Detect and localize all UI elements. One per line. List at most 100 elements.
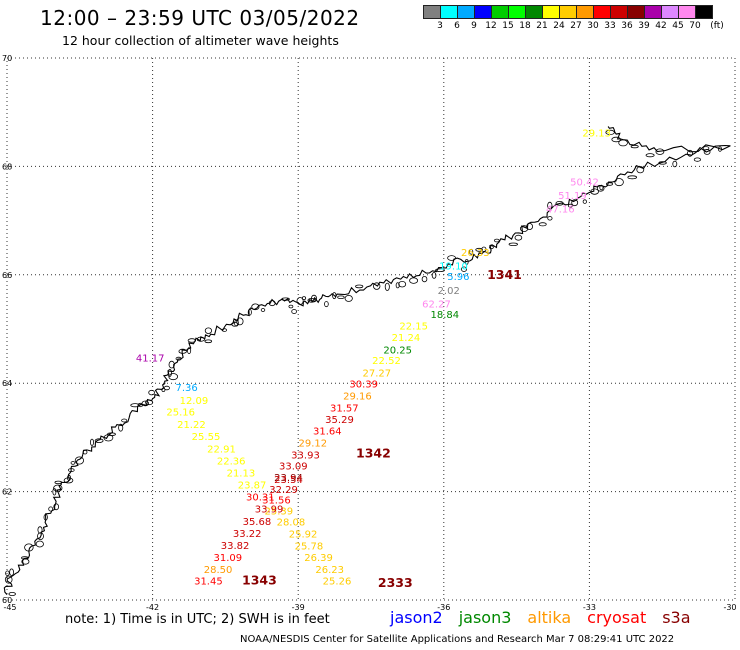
wave-height-label: 30.39 xyxy=(349,380,378,391)
island-outline xyxy=(37,526,43,534)
island-outline xyxy=(187,347,192,355)
wave-height-label: 30.31 xyxy=(246,492,275,503)
island-outline xyxy=(221,328,227,332)
island-outline xyxy=(175,356,182,361)
island-outline xyxy=(43,513,48,521)
wave-height-label: 26.33 xyxy=(461,248,490,259)
page-subtitle: 12 hour collection of altimeter wave hei… xyxy=(62,33,339,48)
island-outline xyxy=(636,166,645,174)
island-outline xyxy=(251,303,260,311)
wave-height-label: 41.17 xyxy=(136,354,165,365)
satellite-legend: jason2 jason3 altika cryosat s3a xyxy=(390,608,691,627)
legend-tick-label: 15 xyxy=(502,21,514,31)
wave-height-label: 31.09 xyxy=(213,553,242,564)
coastline-path xyxy=(3,126,731,595)
wave-height-label: 32.29 xyxy=(269,485,298,496)
y-tick-label: 60 xyxy=(2,596,12,605)
island-outline xyxy=(268,300,276,307)
island-outline xyxy=(718,146,723,152)
pass-number-label: 1341 xyxy=(487,267,522,282)
island-outline xyxy=(296,297,304,305)
wave-height-label: 31.45 xyxy=(194,576,223,587)
island-outline xyxy=(571,199,579,207)
island-outline xyxy=(53,484,63,492)
island-outline xyxy=(645,153,655,158)
legend-swatch xyxy=(695,5,713,19)
island-outline xyxy=(68,468,75,473)
x-tick-label: -33 xyxy=(583,603,596,612)
island-outline xyxy=(599,184,604,191)
x-tick-label: -39 xyxy=(292,603,305,612)
legend-swatches xyxy=(423,5,713,19)
island-outline xyxy=(247,308,252,316)
y-tick-label: 64 xyxy=(2,379,12,388)
island-outline xyxy=(519,225,529,232)
island-outline xyxy=(130,403,140,408)
x-tick-label: -30 xyxy=(723,603,736,612)
wave-height-label: 31.57 xyxy=(330,403,359,414)
island-outline xyxy=(337,295,345,299)
island-outline xyxy=(103,434,114,442)
satellite-label: s3a xyxy=(662,608,691,627)
wave-height-label: 22.52 xyxy=(372,356,401,367)
wave-height-label: 23.87 xyxy=(238,480,267,491)
wave-height-label: 29.12 xyxy=(298,439,327,450)
legend-tick-label: 39 xyxy=(638,21,650,31)
legend-tick-label: 70 xyxy=(689,21,701,31)
pass-number-label: 2333 xyxy=(378,575,413,590)
island-outline xyxy=(693,157,702,162)
wave-height-label: 25.78 xyxy=(295,542,324,553)
island-outline xyxy=(582,199,587,204)
island-outline xyxy=(5,570,10,576)
island-outline xyxy=(54,480,63,485)
island-outline xyxy=(618,139,628,147)
x-tick-label: -36 xyxy=(437,603,450,612)
island-outline xyxy=(168,360,175,369)
map-frame xyxy=(6,57,736,601)
map-border xyxy=(6,57,736,601)
island-outline xyxy=(469,248,474,255)
pass-number-label: 1342 xyxy=(356,446,391,461)
wave-height-label: 31.56 xyxy=(262,496,291,507)
island-outline xyxy=(53,503,59,511)
island-outline xyxy=(606,182,614,186)
wave-height-label: 62.27 xyxy=(422,299,451,310)
island-outline xyxy=(488,245,494,250)
wave-height-label: 25.26 xyxy=(323,576,352,587)
island-outline xyxy=(145,399,154,406)
island-outline xyxy=(447,255,457,261)
island-outline xyxy=(702,146,710,151)
island-outline xyxy=(514,234,523,241)
y-tick-label: 68 xyxy=(2,162,12,171)
wave-height-label: 12.09 xyxy=(180,396,209,407)
island-outline xyxy=(63,477,74,484)
island-outline xyxy=(121,418,128,423)
island-outline xyxy=(395,282,400,289)
page-title: 12:00 – 23:59 UTC 03/05/2022 xyxy=(40,6,360,30)
wave-height-label: 31.64 xyxy=(313,427,342,438)
island-outline xyxy=(21,558,30,565)
wave-height-label: 5.96 xyxy=(447,272,469,283)
island-outline xyxy=(281,297,290,301)
color-legend: 3 6 9 12 15 18 21 24 27 30 33 36 39 42 45 70 (ft) xyxy=(423,5,724,33)
legend-tick-label: 21 xyxy=(536,21,548,31)
greenland-coastline xyxy=(3,126,731,597)
island-outline xyxy=(187,338,197,343)
island-outline xyxy=(398,281,407,288)
island-outline xyxy=(52,488,57,496)
island-outline xyxy=(605,129,615,135)
wave-height-label: 23.54 xyxy=(274,475,303,486)
island-outline xyxy=(231,321,239,327)
island-outline xyxy=(24,543,34,552)
wave-height-label: 28.50 xyxy=(204,565,233,576)
island-outline xyxy=(90,438,95,446)
wave-height-label: 33.99 xyxy=(255,505,284,516)
island-outline xyxy=(260,308,266,312)
satellite-label: jason2 xyxy=(390,608,443,627)
island-outline xyxy=(236,317,244,326)
island-outline xyxy=(481,246,487,252)
island-outline xyxy=(568,203,573,208)
wave-height-label: 19.10 xyxy=(439,261,468,272)
island-outline xyxy=(409,277,419,284)
legend-ticks: 3 6 9 12 15 18 21 24 27 30 33 36 39 42 45 70 (ft) xyxy=(423,19,724,33)
